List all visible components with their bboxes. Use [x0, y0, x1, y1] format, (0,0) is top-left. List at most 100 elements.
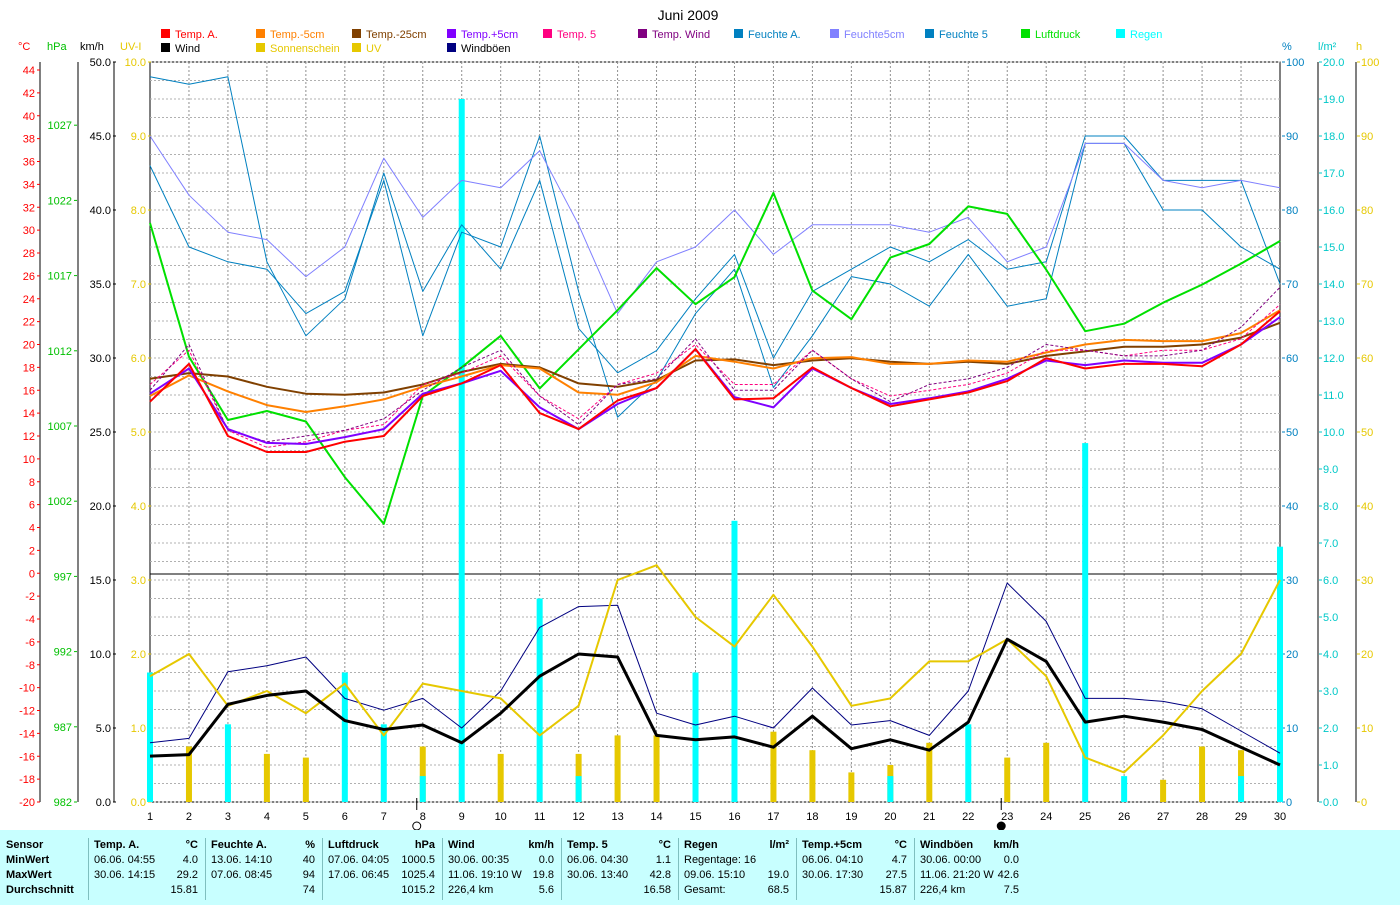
temp-tick-label: 24: [23, 294, 35, 306]
summary-value-row: 16.58: [562, 883, 677, 898]
temp-tick-label: 28: [23, 248, 35, 260]
legend-item-temp-wind: Temp. Wind: [638, 29, 710, 41]
sensor-name: Luftdruck: [328, 839, 379, 851]
series-lines: [149, 76, 1281, 774]
legend-item-temp-a: Temp. A.: [161, 29, 218, 41]
legend-label: UV: [366, 43, 382, 55]
legend-swatch: [352, 43, 361, 52]
sensor-name: Regen: [684, 839, 718, 851]
rain-tick-label: 2.0: [1323, 723, 1338, 735]
uv-tick-label: 0.0: [131, 797, 146, 809]
series-line-wind: [149, 637, 1281, 767]
rain-bar-day-29: [1238, 776, 1245, 802]
rain-bar-day-22: [965, 724, 972, 802]
x-tick-label: 26: [1118, 811, 1130, 823]
summary-value: 15.87: [879, 884, 907, 896]
x-tick-label: 24: [1040, 811, 1052, 823]
rain-tick-label: 3.0: [1323, 686, 1338, 698]
axis-header-pct: %: [1282, 41, 1292, 53]
summary-time: 11.06. 21:20 W: [920, 869, 994, 881]
summary-value: 1000.5: [401, 854, 435, 866]
summary-value-row: 11.06. 21:20 W 42.6: [915, 868, 1025, 883]
axis-header-kmh: km/h: [80, 41, 104, 53]
uv-bar-day-19: [848, 772, 855, 802]
legend-label: Temp.+5cm: [461, 29, 518, 41]
legend-swatch: [256, 29, 265, 38]
temp-tick-label: -6: [25, 637, 35, 649]
x-tick-label: 5: [303, 811, 309, 823]
legend-item-uv: UV: [352, 43, 382, 55]
kmh-tick-label: 20.0: [90, 501, 111, 513]
uv-tick-label: 4.0: [131, 501, 146, 513]
rain-bar-day-26: [1121, 776, 1128, 802]
legend-swatch: [638, 29, 647, 38]
legend-item-feuchte-5: Feuchte 5: [925, 29, 988, 41]
rain-bar-day-1: [147, 672, 153, 802]
temp-tick-label: 30: [23, 225, 35, 237]
pct-tick-label: 0: [1286, 797, 1292, 809]
hours-tick-label: 20: [1361, 649, 1373, 661]
rain-tick-label: 9.0: [1323, 464, 1338, 476]
summary-block-header: Temp. 5 °C: [562, 838, 677, 853]
summary-block-regen: Regen l/m² Regentage: 16 09.06. 15:10 19.0 Ge…: [678, 838, 795, 900]
sensor-unit: km/h: [993, 839, 1019, 851]
kmh-tick-label: 25.0: [90, 427, 111, 439]
sensor-name: Wind: [448, 839, 475, 851]
sensor-unit: km/h: [528, 839, 554, 851]
axis-header-hpa: hPa: [47, 41, 67, 53]
temp-tick-label: 38: [23, 134, 35, 146]
summary-value-row: 09.06. 15:10 19.0: [679, 868, 795, 883]
x-tick-label: 13: [611, 811, 623, 823]
summary-value: 4.7: [891, 854, 907, 866]
x-tick-label: 18: [806, 811, 818, 823]
legend-item-feuchte5cm: Feuchte5cm: [830, 29, 905, 41]
temp-tick-label: 12: [23, 431, 35, 443]
hours-tick-label: 40: [1361, 501, 1373, 513]
temp-tick-label: 0: [29, 568, 35, 580]
rain-tick-label: 10.0: [1323, 427, 1344, 439]
temp-tick-label: 42: [23, 88, 35, 100]
rain-bar-day-16: [731, 520, 738, 802]
axis-header-temp: °C: [18, 41, 30, 53]
legend-swatch: [447, 29, 456, 38]
uv-bar-day-4: [263, 753, 270, 802]
sensor-unit: hPa: [414, 839, 435, 851]
summary-value: 1015.2: [401, 884, 435, 896]
legend-item-regen: Regen: [1116, 29, 1162, 41]
summary-time: 30.06. 00:00: [920, 854, 982, 866]
uv-bar-day-14: [653, 735, 660, 802]
kmh-tick-label: 40.0: [90, 205, 111, 217]
hpa-tick-label: 1027: [48, 120, 72, 132]
legend-item-windb-en: Windböen: [447, 43, 511, 55]
series-line-sonnenschein: [149, 564, 1281, 774]
axes: 4442403836343230282624222018161412108642…: [19, 57, 1379, 809]
summary-value: 29.2: [176, 869, 198, 881]
rain-tick-label: 6.0: [1323, 575, 1338, 587]
axis-header-uv: UV-I: [120, 41, 141, 53]
series-line-luftdruck: [149, 191, 1281, 525]
moon-phases: [412, 798, 1006, 830]
uv-bar-day-5: [302, 757, 309, 802]
temp-tick-label: -12: [19, 706, 35, 718]
x-tick-label: 21: [923, 811, 935, 823]
uv-bar-day-18: [809, 750, 816, 802]
uv-bar-day-8: [419, 746, 426, 802]
summary-time: 30.06. 00:35: [448, 854, 510, 866]
rain-tick-label: 8.0: [1323, 501, 1338, 513]
weather-chart: Juni 2009 Temp. A. Wind Temp.-5cm Sonnensch…: [18, 7, 1379, 830]
moon-new-moon-icon: [996, 821, 1006, 830]
summary-value: 16.58: [643, 884, 671, 896]
sensor-name: Temp. 5: [567, 839, 608, 851]
temp-tick-label: -10: [19, 683, 35, 695]
sensor-unit: l/m²: [769, 839, 789, 851]
legend-label: Feuchte 5: [939, 29, 988, 41]
summary-value-row: 226,4 km 7.5: [915, 883, 1025, 898]
rain-tick-label: 0.0: [1323, 797, 1338, 809]
legend-swatch: [925, 29, 934, 38]
hpa-tick-label: 1022: [48, 195, 72, 207]
sensor-name: Feuchte A.: [211, 839, 267, 851]
summary-time: Regentage: 16: [684, 854, 757, 866]
rain-tick-label: 20.0: [1323, 57, 1344, 69]
pct-tick-label: 60: [1286, 353, 1298, 365]
summary-value: 19.0: [767, 869, 789, 881]
